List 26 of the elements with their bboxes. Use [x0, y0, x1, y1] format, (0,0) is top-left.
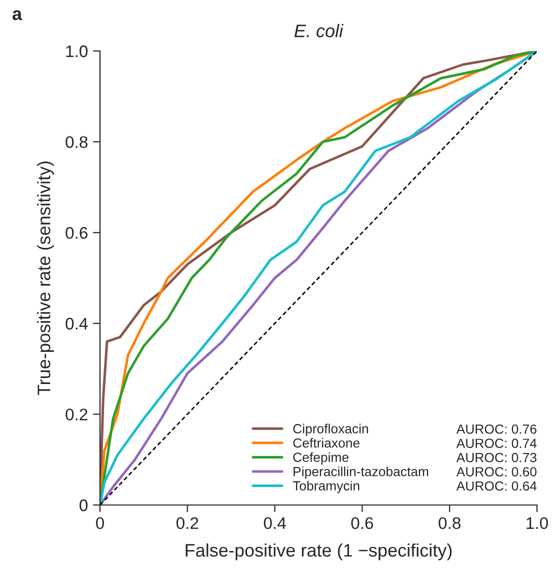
legend-label: Tobramycin [292, 480, 360, 494]
x-tick-label: 0.6 [351, 517, 374, 530]
legend-label: Cefepime [293, 452, 348, 465]
y-tick-label: 0.6 [66, 227, 88, 239]
y-tick-label: 0.8 [66, 136, 88, 148]
y-tick-label: 0.2 [66, 408, 88, 420]
y-tick-label: 0 [80, 499, 88, 512]
annotation: AUROC: 0.74 [456, 438, 537, 448]
x-axis-title: False-positive rate (1 −specificity) [186, 543, 452, 560]
legend-label: Ciprofloxacin [293, 424, 368, 436]
annotation: AUROC: 0.60 [456, 467, 536, 476]
x-tick-label: 1.0 [526, 517, 548, 530]
legend-label: Piperacillin-tazobactam [294, 466, 428, 479]
x-tick-label: 0.2 [176, 517, 198, 530]
y-tick-label: 0.4 [66, 318, 88, 330]
annotation: AUROC: 0.64 [456, 481, 537, 491]
legend-label: Ceftriaxone [293, 438, 360, 448]
text: a [12, 10, 22, 20]
y-tick-label: 1.0 [66, 45, 88, 58]
x-tick-label: 0 [96, 517, 104, 530]
chart-title: E. coli [294, 24, 344, 38]
x-tick-label: 0.8 [438, 517, 460, 530]
annotation: AUROC: 0.76 [456, 424, 536, 434]
y-axis-title: True-positive rate (sensitivity) [37, 162, 54, 396]
x-tick-label: 0.4 [264, 517, 286, 530]
annotation: AUROC: 0.73 [456, 452, 536, 462]
